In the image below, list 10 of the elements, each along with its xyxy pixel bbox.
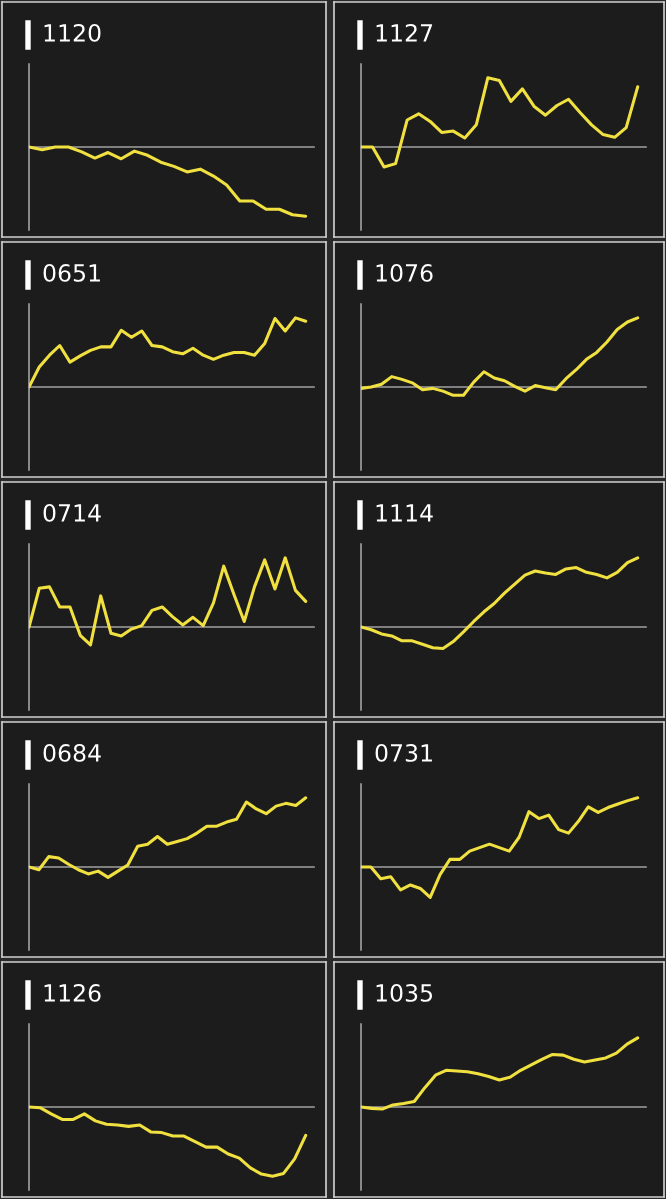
- chart-title: 1114: [376, 504, 433, 522]
- chart-title: 0684: [43, 743, 101, 762]
- chart-title: 0731: [375, 743, 432, 762]
- chart-title: 1126: [44, 983, 101, 1002]
- chart-title: 0651: [43, 263, 100, 282]
- chart-title: 1076: [376, 263, 433, 282]
- chart-title: 1120: [44, 23, 101, 42]
- chart-title: 0714: [43, 503, 101, 522]
- chart-title: 1127: [376, 23, 433, 42]
- chart-title: 1035: [376, 983, 433, 1002]
